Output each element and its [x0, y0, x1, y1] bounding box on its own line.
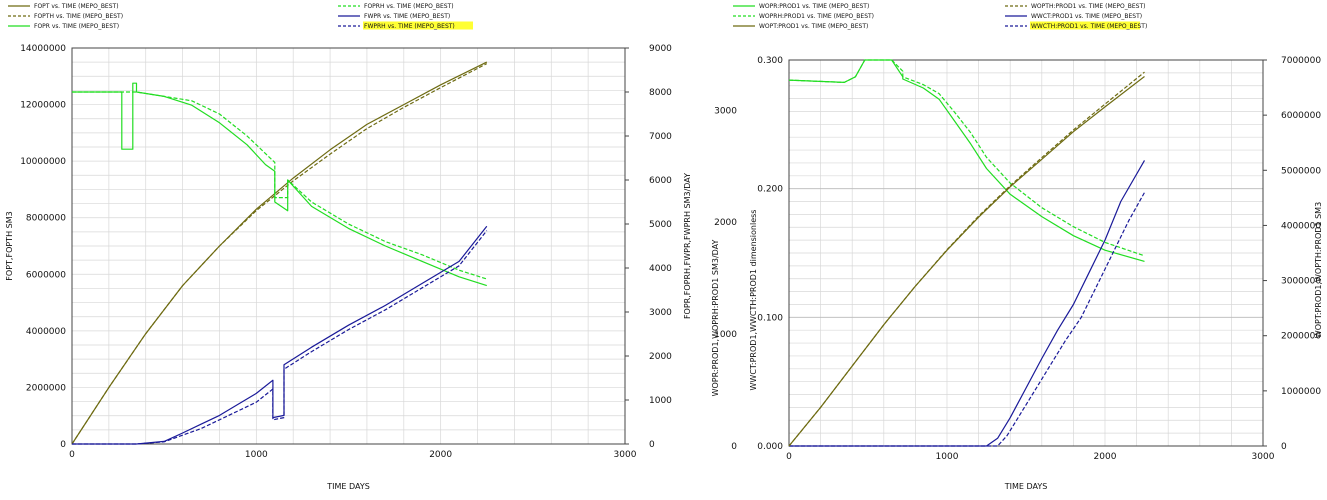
- legend-label: FOPTH vs. TIME (MEPO_BEST): [34, 13, 123, 20]
- y-right-tick-label: 1000: [649, 396, 672, 406]
- series-line-fopt: [71, 61, 488, 445]
- legend-label: WOPR:PROD1 vs. TIME (MEPO_BEST): [759, 3, 869, 10]
- y-left-tick-label: 8000000: [26, 214, 66, 224]
- x-tick-label: 3000: [1252, 452, 1275, 462]
- y-right-tick-label: 7000: [649, 132, 672, 142]
- x-tick-label: 0: [69, 450, 75, 460]
- y-left-inner-tick-label: 0.000: [757, 442, 783, 452]
- y-right-tick-label: 1000000: [1281, 387, 1321, 397]
- y-left-tick-label: 10000000: [20, 157, 66, 167]
- y-right-tick-label: 7000000: [1281, 56, 1321, 66]
- y-right-tick-label: 4000: [649, 264, 672, 274]
- y-left-tick-label: 14000000: [20, 44, 66, 54]
- y-right-tick-label: 2000000: [1281, 332, 1321, 342]
- y-right-tick-label: 6000000: [1281, 111, 1321, 121]
- series-line-foprh: [72, 91, 487, 280]
- y-left-outer-axis-label: WOPR:PROD1,WOPRH:PROD1 SM3/DAY: [711, 239, 720, 396]
- x-axis-label: TIME DAYS: [1004, 482, 1048, 491]
- legend-label: FOPRH vs. TIME (MEPO_BEST): [364, 3, 454, 10]
- y-right-tick-label: 9000: [649, 44, 672, 54]
- x-tick-label: 2000: [1094, 452, 1117, 462]
- y-left-tick-label: 0: [60, 440, 66, 450]
- y-left-tick-label: 2000000: [26, 383, 66, 393]
- y-right-tick-label: 3000000: [1281, 277, 1321, 287]
- plot-frame: [71, 47, 626, 445]
- y-right-tick-label: 6000: [649, 176, 672, 186]
- y-right-tick-label: 3000: [649, 308, 672, 318]
- legend-label: WWCTH:PROD1 vs. TIME (MEPO_BEST): [1031, 23, 1147, 30]
- y-left-tick-label: 4000000: [26, 327, 66, 337]
- y-left-axis-label: FOPT,FOPTH SM3: [5, 211, 14, 280]
- y-right-tick-label: 0: [649, 440, 655, 450]
- y-left-outer-tick-label: 3000: [714, 106, 737, 116]
- legend-label: FOPR vs. TIME (MEPO_BEST): [34, 23, 119, 30]
- series-line-wopt-prod1: [788, 76, 1145, 447]
- series-line-fopth: [71, 63, 488, 445]
- series-line-fwpr: [72, 225, 488, 445]
- y-left-inner-tick-label: 0.300: [757, 56, 783, 66]
- x-tick-label: 0: [786, 452, 792, 462]
- y-left-tick-label: 12000000: [20, 101, 66, 111]
- y-right-tick-label: 2000: [649, 352, 672, 362]
- series-line-wwct-prod1: [789, 160, 1146, 447]
- x-tick-label: 1000: [245, 450, 268, 460]
- y-right-tick-label: 0: [1281, 442, 1287, 452]
- legend-label: FOPT vs. TIME (MEPO_BEST): [34, 3, 119, 10]
- y-right-axis-label: WOPT:PROD1,WOPTH:PROD1 SM3: [1314, 202, 1323, 338]
- series-line-wopth-prod1: [788, 71, 1145, 447]
- y-left-tick-label: 6000000: [26, 270, 66, 280]
- y-left-outer-tick-label: 1000: [714, 330, 737, 340]
- legend-label: WOPRH:PROD1 vs. TIME (MEPO_BEST): [759, 13, 874, 20]
- series-line-wwcth-prod1: [789, 192, 1146, 447]
- y-left-inner-tick-label: 0.200: [757, 185, 783, 195]
- series-line-fopr: [72, 82, 487, 287]
- x-tick-label: 2000: [429, 450, 452, 460]
- y-left-outer-tick-label: 2000: [714, 218, 737, 228]
- legend-label: WOPT:PROD1 vs. TIME (MEPO_BEST): [759, 23, 868, 30]
- series-line-wopr-prod1: [788, 59, 1145, 262]
- legend-label: WOPTH:PROD1 vs. TIME (MEPO_BEST): [1031, 3, 1146, 10]
- x-tick-label: 3000: [614, 450, 637, 460]
- plot-frame: [788, 59, 1264, 447]
- series-line-woprh-prod1: [788, 59, 1145, 257]
- x-tick-label: 1000: [936, 452, 959, 462]
- y-right-tick-label: 8000: [649, 88, 672, 98]
- y-left-inner-axis-label: WWCT:PROD1,WWCTH:PROD1 dimensionless: [749, 210, 758, 391]
- legend-label: FWPR vs. TIME (MEPO_BEST): [364, 13, 450, 20]
- y-right-tick-label: 4000000: [1281, 221, 1321, 231]
- y-right-tick-label: 5000: [649, 220, 672, 230]
- y-left-inner-tick-label: 0.100: [757, 313, 783, 323]
- legend-label: FWPRH vs. TIME (MEPO_BEST): [364, 23, 455, 30]
- legend-highlight: [1030, 21, 1140, 30]
- x-axis-label: TIME DAYS: [326, 482, 370, 491]
- y-right-axis-label: FOPR,FOPRH,FWPR,FWPRH SM3/DAY: [683, 173, 692, 319]
- series-line-fwprh: [72, 230, 488, 445]
- legend-label: WWCT:PROD1 vs. TIME (MEPO_BEST): [1031, 13, 1142, 20]
- legend-highlight: [363, 21, 473, 30]
- y-left-outer-tick-label: 0: [731, 442, 737, 452]
- y-right-tick-label: 5000000: [1281, 166, 1321, 176]
